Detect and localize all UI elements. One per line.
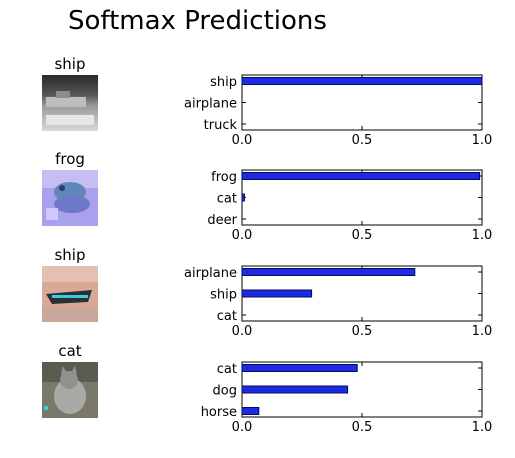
- true-label: ship: [54, 55, 86, 73]
- prediction-bar: [241, 77, 483, 85]
- category-label: airplane: [184, 97, 237, 112]
- prediction-bar: [241, 172, 481, 180]
- prediction-bar: [241, 385, 349, 394]
- prediction-bar: [241, 364, 358, 372]
- true-label: frog: [55, 150, 85, 168]
- prediction-bar: [241, 193, 245, 202]
- true-label: ship: [54, 246, 86, 264]
- prediction-bar: [241, 407, 260, 415]
- category-label: cat: [217, 192, 237, 207]
- prediction-bar: [241, 289, 313, 298]
- x-tick-label: 1.0: [472, 420, 493, 435]
- category-label: ship: [210, 288, 237, 303]
- category-label: deer: [207, 213, 237, 228]
- ship-grayscale-thumbnail: [42, 75, 98, 131]
- x-tick-label: 1.0: [472, 324, 493, 339]
- category-label: horse: [201, 405, 237, 420]
- category-label: frog: [211, 170, 237, 185]
- frog-purple-thumbnail: [42, 170, 98, 226]
- x-tick-label: 1.0: [472, 228, 493, 243]
- x-tick-label: 0.0: [232, 133, 253, 148]
- cat-thumbnail: [42, 362, 98, 418]
- ship-boat-thumbnail: [42, 266, 98, 322]
- x-tick-label: 0.5: [352, 420, 373, 435]
- x-tick-label: 0.0: [232, 420, 253, 435]
- page-title: Softmax Predictions: [68, 6, 327, 36]
- x-tick-label: 0.5: [352, 324, 373, 339]
- x-tick-label: 0.0: [232, 228, 253, 243]
- true-label: cat: [58, 342, 82, 360]
- category-label: cat: [217, 309, 237, 324]
- category-label: truck: [204, 118, 238, 133]
- x-tick-label: 0.0: [232, 324, 253, 339]
- category-label: dog: [213, 384, 237, 399]
- prediction-bar: [241, 268, 416, 276]
- category-label: ship: [210, 75, 237, 90]
- category-label: airplane: [184, 266, 237, 281]
- category-label: cat: [217, 362, 237, 377]
- x-tick-label: 0.5: [352, 228, 373, 243]
- x-tick-label: 1.0: [472, 133, 493, 148]
- x-tick-label: 0.5: [352, 133, 373, 148]
